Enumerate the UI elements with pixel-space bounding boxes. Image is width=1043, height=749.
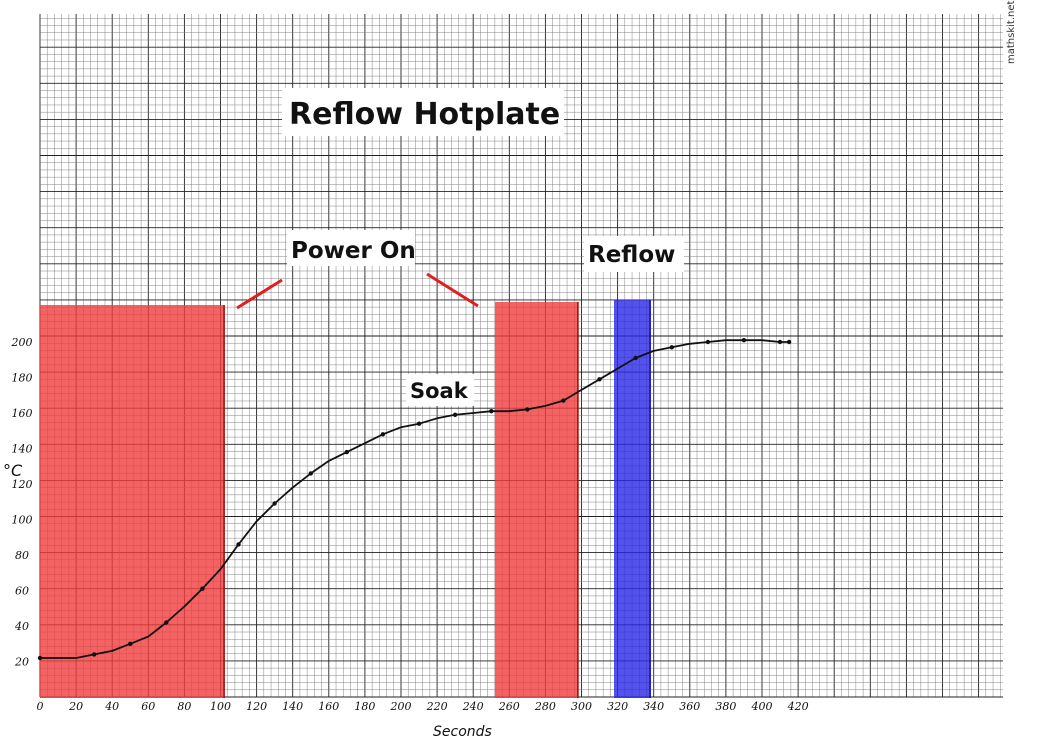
y-tick-label: 160 — [12, 407, 33, 420]
y-tick-label: 180 — [12, 372, 33, 385]
x-tick-label: 40 — [104, 700, 119, 713]
power-on-pointer-left — [236, 278, 283, 310]
x-tick-label: 240 — [462, 700, 484, 713]
x-tick-label: 100 — [210, 700, 231, 713]
y-axis-label: °C — [3, 461, 23, 480]
x-tick-label: 260 — [498, 700, 520, 713]
data-point — [37, 655, 43, 661]
power-on-pointer-right — [426, 272, 479, 308]
x-tick-label: 220 — [426, 700, 448, 713]
data-point — [705, 339, 711, 345]
power-on-label: Power On — [291, 238, 416, 264]
phase-region-1 — [40, 305, 225, 698]
data-point — [777, 339, 783, 345]
x-tick-label: 60 — [141, 700, 155, 713]
x-tick-label: 400 — [751, 700, 773, 713]
axis-ticks: 0 20 40 60 80 100 120 140 160 180 200 220 240 260 280 3… — [11, 336, 809, 713]
phase-region-2 — [494, 302, 578, 698]
data-point — [344, 449, 349, 455]
y-tick-label: 100 — [12, 514, 33, 527]
x-tick-label: 120 — [246, 700, 267, 713]
x-tick-label: 0 — [37, 700, 44, 713]
x-axis-label: Seconds — [433, 724, 492, 740]
x-tick-label: 80 — [177, 700, 191, 713]
data-point — [597, 377, 602, 382]
soak-label-background — [406, 374, 474, 406]
data-point — [236, 542, 241, 547]
y-tick-label: 120 — [12, 478, 33, 491]
watermark: mathskit.net — [1006, 1, 1017, 64]
data-point — [489, 409, 494, 414]
x-tick-label: 300 — [571, 700, 592, 713]
title-background — [282, 88, 564, 136]
x-tick-label: 340 — [643, 700, 664, 713]
data-point — [92, 652, 97, 657]
x-tick-label: 140 — [282, 700, 303, 713]
y-tick-label: 20 — [14, 656, 29, 669]
data-point — [741, 338, 747, 343]
y-tick-label: 140 — [12, 443, 33, 456]
data-point — [272, 501, 277, 506]
data-point — [525, 407, 530, 412]
data-point — [416, 421, 422, 426]
annotation-pointers — [236, 272, 479, 310]
data-point — [452, 412, 458, 417]
reflow-label-background — [584, 236, 684, 272]
soak-label: Soak — [410, 379, 469, 403]
y-tick-label: 40 — [14, 620, 29, 633]
data-point — [786, 339, 792, 345]
chart-title: Reflow Hotplate — [289, 97, 560, 132]
data-point — [128, 641, 133, 646]
x-tick-label: 180 — [354, 700, 375, 713]
data-point — [308, 471, 313, 476]
data-point — [164, 620, 169, 625]
data-point — [561, 398, 566, 403]
data-point — [200, 586, 205, 591]
x-tick-label: 380 — [715, 700, 736, 713]
temperature-curve — [37, 338, 792, 661]
temperature-series-line — [39, 339, 790, 659]
x-tick-label: 20 — [68, 700, 83, 713]
x-tick-label: 200 — [390, 700, 412, 713]
x-tick-label: 420 — [787, 700, 809, 713]
data-point — [380, 432, 386, 437]
power-on-label-background — [287, 230, 415, 266]
phase-regions — [40, 300, 651, 698]
x-tick-label: 320 — [607, 700, 628, 713]
y-tick-label: 80 — [15, 549, 29, 562]
data-point — [669, 345, 674, 350]
data-point — [633, 355, 638, 361]
reflow-label: Reflow — [588, 242, 675, 268]
x-tick-label: 160 — [318, 700, 339, 713]
y-tick-label: 200 — [11, 336, 33, 349]
y-tick-label: 60 — [15, 585, 29, 598]
x-tick-label: 360 — [679, 700, 700, 713]
x-tick-label: 280 — [534, 700, 556, 713]
